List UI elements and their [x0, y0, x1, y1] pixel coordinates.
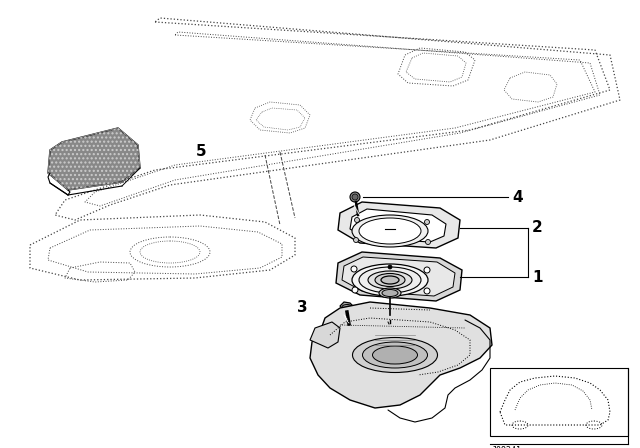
- Ellipse shape: [382, 289, 398, 297]
- Text: 5: 5: [196, 145, 207, 159]
- Circle shape: [426, 240, 431, 245]
- Polygon shape: [342, 257, 455, 296]
- Ellipse shape: [379, 288, 401, 298]
- Ellipse shape: [353, 337, 438, 372]
- Circle shape: [351, 266, 357, 272]
- Ellipse shape: [386, 315, 394, 319]
- Ellipse shape: [352, 264, 428, 296]
- Polygon shape: [350, 209, 446, 242]
- Circle shape: [350, 192, 360, 202]
- Ellipse shape: [383, 314, 397, 320]
- Ellipse shape: [352, 215, 428, 247]
- Ellipse shape: [342, 305, 352, 310]
- Circle shape: [355, 217, 360, 223]
- Circle shape: [388, 290, 392, 294]
- Ellipse shape: [368, 271, 412, 289]
- Polygon shape: [338, 202, 460, 248]
- Ellipse shape: [375, 273, 405, 287]
- Ellipse shape: [359, 218, 421, 244]
- Circle shape: [388, 265, 392, 269]
- Circle shape: [424, 267, 430, 273]
- Circle shape: [352, 194, 358, 200]
- Circle shape: [424, 288, 430, 294]
- Text: 2: 2: [532, 220, 543, 236]
- Text: 1: 1: [532, 270, 543, 284]
- Text: J09241: J09241: [492, 446, 522, 448]
- Polygon shape: [48, 128, 140, 190]
- Polygon shape: [310, 302, 492, 408]
- Polygon shape: [340, 302, 354, 313]
- Circle shape: [352, 287, 358, 293]
- Ellipse shape: [372, 346, 417, 364]
- Circle shape: [424, 220, 429, 224]
- Text: 4: 4: [512, 190, 523, 204]
- Ellipse shape: [362, 342, 428, 368]
- Circle shape: [353, 237, 358, 242]
- Ellipse shape: [359, 267, 421, 293]
- Polygon shape: [336, 252, 462, 301]
- Polygon shape: [310, 322, 340, 348]
- Text: 3: 3: [298, 301, 308, 315]
- Ellipse shape: [381, 276, 399, 284]
